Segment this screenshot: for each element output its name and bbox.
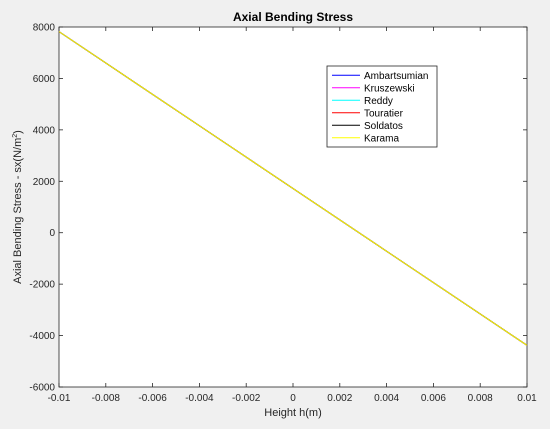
x-tick-label: 0.004 — [374, 393, 399, 404]
y-axis-title-superscript: 2 — [12, 134, 19, 138]
axis-ticks: -0.01 -0.008 -0.006 -0.004 -0.002 0 0.002 0.004… — [29, 23, 537, 405]
legend-label: Kruszewski — [364, 83, 415, 94]
x-tick-label: 0 — [290, 393, 296, 404]
x-tick-label: 0.002 — [327, 393, 352, 404]
x-tick-label: 0.01 — [517, 393, 537, 404]
y-axis-title-main: Axial Bending Stress - sx(N/m — [12, 138, 24, 284]
y-tick-label: -6000 — [29, 383, 55, 394]
x-tick-label: -0.01 — [48, 393, 71, 404]
y-tick-label: 0 — [49, 228, 55, 239]
y-tick-label: -2000 — [29, 280, 55, 291]
y-tick-label: 4000 — [33, 125, 56, 136]
x-tick-label: -0.004 — [185, 393, 214, 404]
legend-box — [326, 65, 438, 148]
x-tick-label: 0.008 — [468, 393, 493, 404]
y-tick-label: -4000 — [29, 331, 55, 342]
x-tick-label: -0.002 — [232, 393, 261, 404]
x-tick-label: -0.008 — [92, 393, 121, 404]
x-axis-title: Height h(m) — [264, 407, 321, 419]
y-tick-label: 8000 — [33, 23, 56, 34]
legend-label: Karama — [364, 133, 399, 144]
y-axis-title: Axial Bending Stress - sx(N/m2) — [12, 130, 24, 284]
series-line-karama — [58, 31, 528, 346]
y-tick-label: 2000 — [33, 177, 56, 188]
legend-label: Touratier — [364, 108, 404, 119]
chart-title: Axial Bending Stress — [233, 10, 353, 24]
y-tick-label: 6000 — [33, 74, 56, 85]
series-lines — [58, 31, 528, 346]
x-tick-label: 0.006 — [421, 393, 446, 404]
y-axis-title-close: ) — [12, 130, 24, 134]
x-tick-label: -0.006 — [138, 393, 167, 404]
plot-area — [58, 26, 528, 388]
legend-label: Ambartsumian — [364, 71, 428, 82]
legend-label: Reddy — [364, 96, 393, 107]
legend-label: Soldatos — [364, 121, 403, 132]
